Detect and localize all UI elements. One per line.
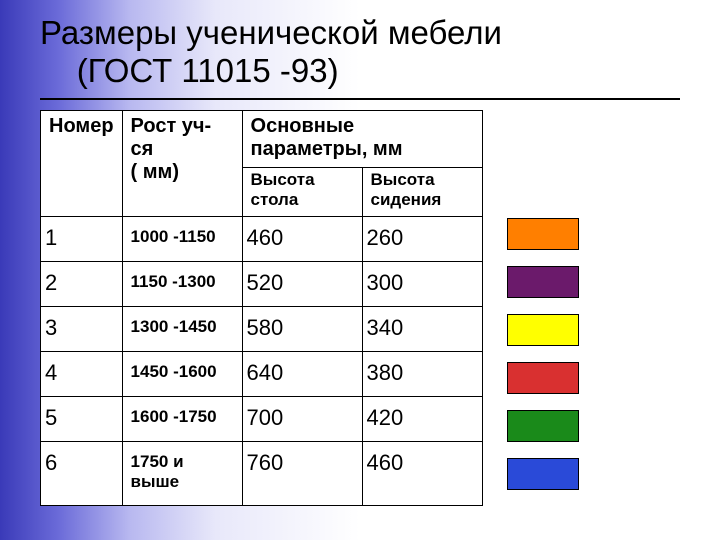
content-area: Номер Рост уч-ся ( мм) Основные параметр…: [0, 110, 720, 506]
color-swatch: [507, 314, 579, 346]
cell-table-h: 760: [242, 442, 362, 506]
cell-number: 6: [41, 442, 123, 506]
cell-table-h: 520: [242, 262, 362, 307]
cell-seat-h: 420: [362, 397, 482, 442]
table-row: 5 1600 -1750 700 420: [41, 397, 483, 442]
cell-growth: 1450 -1600: [122, 352, 242, 397]
color-swatch: [507, 266, 579, 298]
table-row: 6 1750 и выше 760 460: [41, 442, 483, 506]
table-row: 4 1450 -1600 640 380: [41, 352, 483, 397]
cell-number: 1: [41, 217, 123, 262]
cell-number: 2: [41, 262, 123, 307]
cell-growth: 1750 и выше: [122, 442, 242, 506]
furniture-size-table: Номер Рост уч-ся ( мм) Основные параметр…: [40, 110, 483, 506]
cell-number: 3: [41, 307, 123, 352]
title-line-1: Размеры ученической мебели: [40, 14, 502, 51]
col-number: Номер: [41, 110, 123, 217]
color-swatch: [507, 362, 579, 394]
cell-table-h: 580: [242, 307, 362, 352]
cell-table-h: 460: [242, 217, 362, 262]
col-table-height: Высота стола: [242, 168, 362, 217]
table-row: 3 1300 -1450 580 340: [41, 307, 483, 352]
color-swatch-column: [507, 218, 579, 506]
title-underline: [40, 98, 680, 100]
cell-growth: 1300 -1450: [122, 307, 242, 352]
cell-table-h: 640: [242, 352, 362, 397]
cell-seat-h: 460: [362, 442, 482, 506]
table-row: 1 1000 -1150 460 260: [41, 217, 483, 262]
cell-growth: 1600 -1750: [122, 397, 242, 442]
title-line-2: (ГОСТ 11015 -93): [77, 52, 339, 89]
cell-table-h: 700: [242, 397, 362, 442]
cell-seat-h: 380: [362, 352, 482, 397]
page-title: Размеры ученической мебели (ГОСТ 11015 -…: [0, 0, 720, 96]
cell-growth: 1000 -1150: [122, 217, 242, 262]
col-main-params: Основные параметры, мм: [242, 110, 482, 167]
cell-growth: 1150 -1300: [122, 262, 242, 307]
table-row: 2 1150 -1300 520 300: [41, 262, 483, 307]
col-seat-height: Высота сидения: [362, 168, 482, 217]
cell-number: 4: [41, 352, 123, 397]
cell-seat-h: 340: [362, 307, 482, 352]
color-swatch: [507, 410, 579, 442]
cell-number: 5: [41, 397, 123, 442]
col-growth: Рост уч-ся ( мм): [122, 110, 242, 217]
cell-seat-h: 260: [362, 217, 482, 262]
cell-seat-h: 300: [362, 262, 482, 307]
color-swatch: [507, 458, 579, 490]
color-swatch: [507, 218, 579, 250]
